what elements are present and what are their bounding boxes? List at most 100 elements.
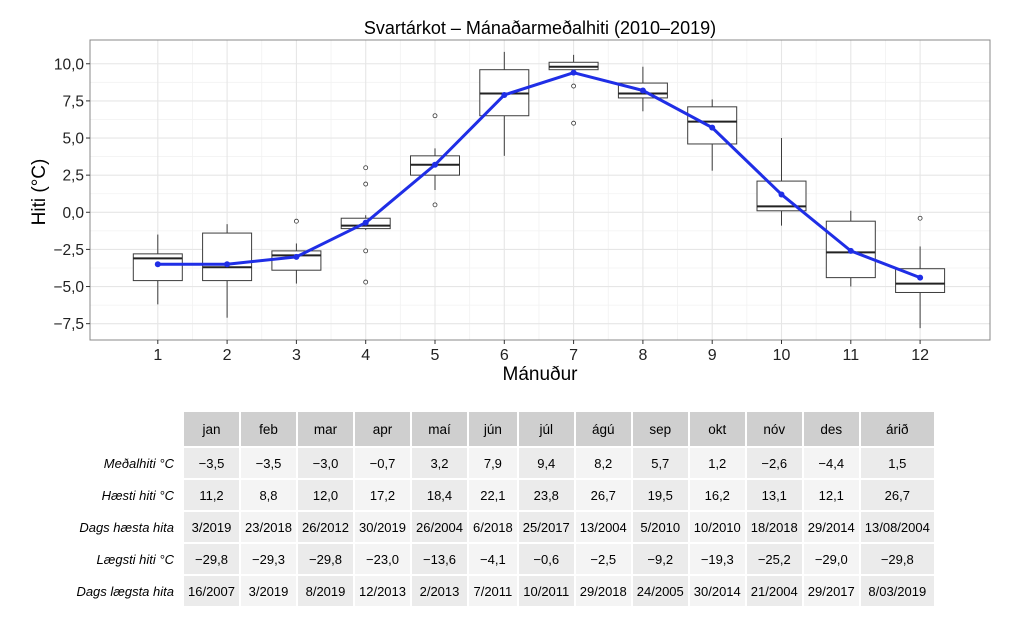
mean-point [224,261,231,268]
table-cell: 30/2014 [689,576,745,606]
table-row: Hæsti hiti °C 11,2 8,8 12,0 17,2 18,4 22,1 23,8… [62,480,934,510]
table-cell: 29/2017 [803,576,859,606]
table-cell: 18/2018 [746,512,802,542]
table-cell: 19,5 [632,480,688,510]
table-cell: −3,5 [184,448,239,478]
y-tick-label: 10,0 [54,56,85,73]
table-cell: 3/2019 [241,576,296,606]
row-label: Lægsti hiti °C [96,551,174,567]
mean-point [847,247,854,254]
mean-point [709,124,716,131]
column-header: ágú [575,412,631,446]
table-cell: −19,3 [689,544,745,574]
table-cell: 11,2 [184,480,239,510]
mean-point [293,253,300,260]
table-cell: −29,8 [184,544,239,574]
chart-title: Svartárkot – Mánaðarmeðalhiti (2010–2019… [364,18,716,38]
column-header: jún [469,412,517,446]
row-label: Dags lægsta hita [76,583,174,599]
y-axis-label: Hiti (°C) [29,159,50,226]
table-cell: 26/2012 [298,512,353,542]
table-cell: −2,6 [746,448,802,478]
table-cell: 16,2 [689,480,745,510]
mean-point [362,219,369,226]
x-tick-label: 2 [223,347,232,364]
row-label: Hæsti hiti °C [101,487,174,503]
box [271,250,322,271]
mean-point [432,161,438,168]
table-cell: 5/2010 [632,512,688,542]
column-header: mar [298,412,353,446]
column-header: nóv [746,412,802,446]
column-header: okt [689,412,745,446]
y-tick-label: 5,0 [62,131,84,148]
table-cell: 22,1 [469,480,517,510]
table-cell: 29/2018 [575,576,631,606]
outlier-point [571,83,576,89]
table-cell: −4,1 [469,544,517,574]
y-tick-label: −2,5 [53,242,84,259]
x-tick-label: 8 [638,347,647,364]
column-header: árið [860,412,934,446]
mean-point [778,191,785,198]
table-cell: 12/2013 [355,576,410,606]
column-header: apr [355,412,410,446]
table-cell: 29/2014 [803,512,859,542]
y-tick-label: 7,5 [62,93,84,110]
table-row: Lægsti hiti °C −29,8 −29,3 −29,8 −23,0 −13,6−… [62,544,934,574]
table-cell: −29,0 [803,544,859,574]
table-cell: −0,6 [518,544,574,574]
box [202,232,253,282]
x-tick-label: 9 [708,347,717,364]
table-cell: 6/2018 [469,512,517,542]
table-cell: 3,2 [412,448,467,478]
column-header: maí [412,412,467,446]
table-cell: −4,4 [803,448,859,478]
table-cell: −2,5 [575,544,631,574]
table-cell: 24/2005 [632,576,688,606]
table-cell: 8,2 [575,448,631,478]
table-cell: 8/2019 [298,576,353,606]
outlier-point [363,181,369,187]
table-cell: 26/2004 [412,512,467,542]
table-header-row: jan feb mar apr maí jún júl ágú sep okt nóv des árið [62,412,934,446]
outlier-point [363,279,369,285]
table-cell: 10/2010 [689,512,745,542]
table-cell: −29,8 [298,544,353,574]
table-cell: 25/2017 [518,512,574,542]
table-cell: 3/2019 [184,512,239,542]
plot-background [90,40,990,340]
outlier-point [363,165,369,171]
row-label: Meðalhiti °C [103,455,174,471]
column-header: sep [632,412,688,446]
row-label: Dags hæsta hita [79,519,174,535]
table-cell: 7,9 [469,448,517,478]
mean-point [501,91,508,98]
table-cell: −0,7 [355,448,410,478]
outlier-point [432,113,438,119]
table-cell: 8,8 [241,480,296,510]
table-cell: 10/2011 [518,576,574,606]
table-cell: 17,2 [355,480,410,510]
mean-point [570,69,577,76]
table-cell: 21/2004 [746,576,802,606]
x-tick-label: 3 [292,347,301,364]
table-cell: 1,5 [860,448,934,478]
table-cell: −3,0 [298,448,353,478]
column-header: júl [518,412,574,446]
table-cell: 30/2019 [355,512,410,542]
mean-point [917,274,924,281]
x-tick-label: 6 [500,347,509,364]
table-corner [62,412,182,446]
y-tick-label: 0,0 [62,205,84,222]
table-row: Dags hæsta hita 3/2019 23/2018 26/2012 30/20… [62,512,934,542]
table-body: Meðalhiti °C −3,5 −3,5 −3,0 −0,7 3,2 7,9 9,4 8,2… [62,448,934,606]
table-cell: 12,0 [298,480,353,510]
table-cell: 16/2007 [184,576,239,606]
table-row: Meðalhiti °C −3,5 −3,5 −3,0 −0,7 3,2 7,9 9,4 8,2… [62,448,934,478]
table-cell: −3,5 [241,448,296,478]
x-tick-label: 5 [431,347,440,364]
table-cell: 5,7 [632,448,688,478]
outlier-point [917,215,923,221]
table-cell: 13,1 [746,480,802,510]
